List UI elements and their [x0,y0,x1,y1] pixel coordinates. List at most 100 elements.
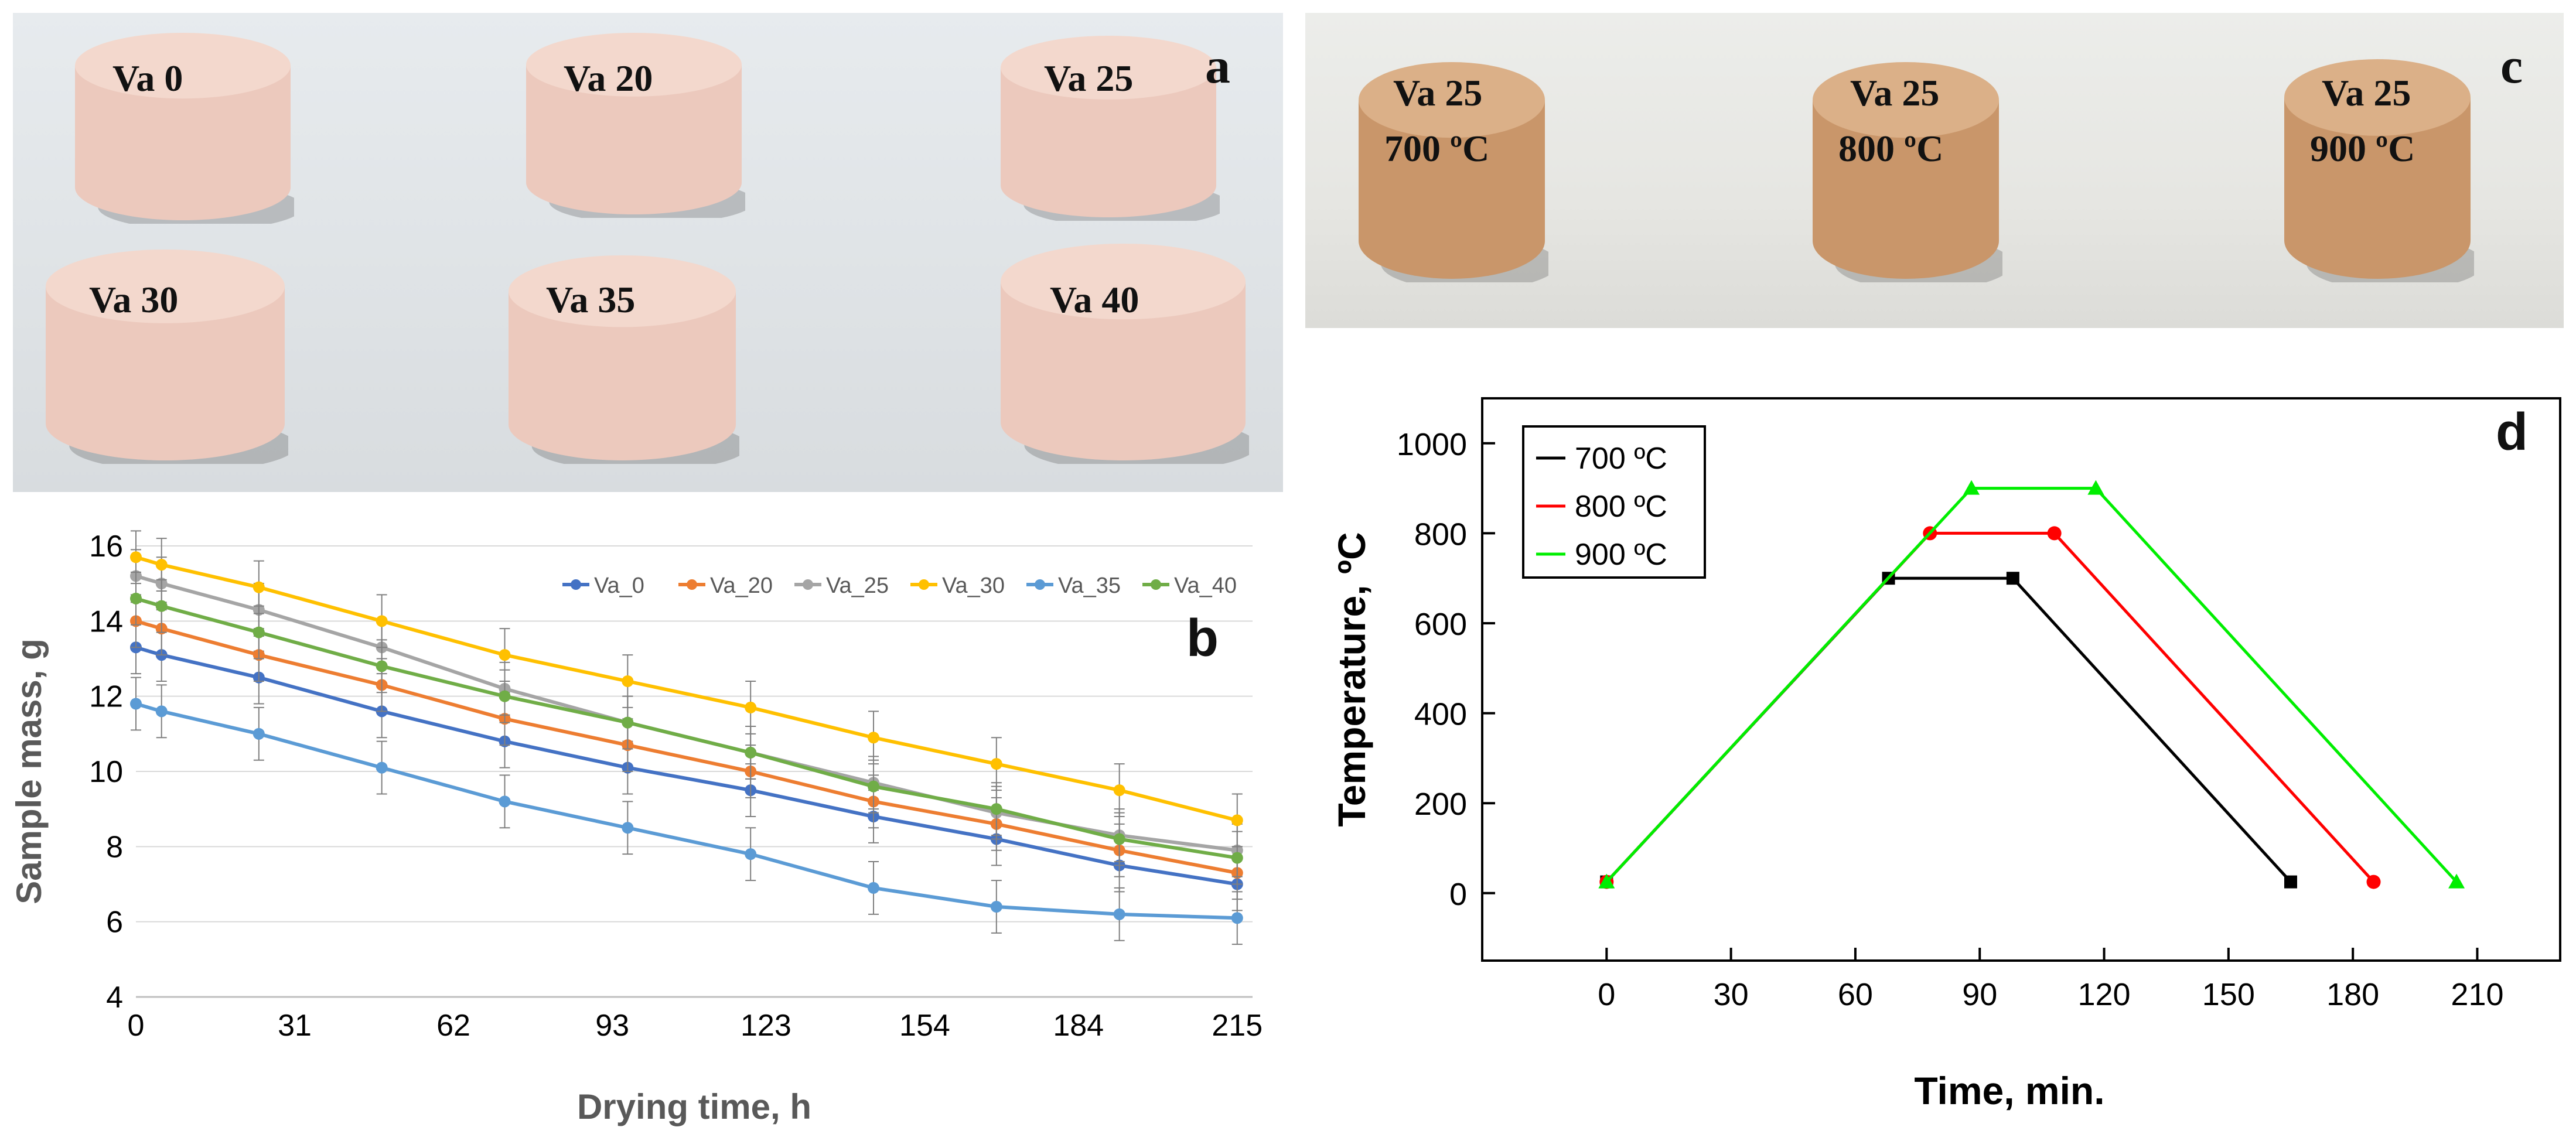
data-point [130,551,142,563]
pellet-shape [526,33,754,224]
pellet-top [75,33,291,99]
data-point [622,675,634,687]
data-point [622,716,634,729]
legend-label: Va_25 [826,573,889,598]
x-tick-label: 60 [1838,977,1873,1012]
series-va35 [130,677,1243,945]
legend-marker [803,579,813,590]
pellet-top [46,250,285,323]
label-900c-line2: 900 ºC [2310,128,2415,169]
panel-letter-b: b [1186,609,1219,668]
legend-label: Va_40 [1174,573,1237,598]
label-900c-line1: Va 25 [2322,72,2411,114]
y-tick-label: 0 [1449,877,1467,912]
data-point [2448,873,2465,889]
pellet-shape [2284,59,2484,291]
data-point [253,727,265,740]
data-point [376,660,388,672]
data-point [376,761,388,774]
x-tick-label: 90 [1962,977,1997,1012]
panel-letter-d: d [2496,403,2528,462]
y-tick-label: 4 [106,981,123,1015]
x-tick-label: 62 [436,1009,470,1043]
pellet-shape [1001,36,1229,227]
data-point [499,795,511,808]
x-tick-label: 154 [899,1009,950,1043]
data-point [253,581,265,593]
data-point [155,559,168,571]
pellet-photo-calcined: Va 25 700 ºC Va 25 800 ºC Va 25 900 ºC c [1305,13,2564,328]
x-tick-label: 210 [2451,977,2503,1012]
legend-marker [571,579,581,590]
data-point [745,701,757,713]
data-point [130,592,142,604]
x-tick-label: 31 [278,1009,312,1043]
x-axis-title: Drying time, h [577,1087,811,1126]
data-point [499,649,511,661]
x-axis-title: Time, min. [1914,1069,2104,1112]
data-point [499,690,511,702]
legend-marker [1035,579,1045,590]
plot-frame [1481,397,2561,962]
y-tick-label: 16 [89,530,123,563]
data-point [253,626,265,638]
y-tick-label: 6 [106,906,123,940]
data-point [1598,873,1615,889]
data-point [155,705,168,718]
y-axis-title: Temperature, ºC [1330,532,1373,826]
label-va35: Va 35 [546,279,636,320]
pellet-va40 [997,241,1257,472]
legend-label: 800 ºC [1575,490,1667,524]
data-point [990,803,1002,815]
y-tick-label: 10 [89,755,123,789]
label-800c-line2: 800 ºC [1838,128,1944,169]
x-tick-label: 120 [2077,977,2130,1012]
series-va40 [130,571,1243,885]
data-point [622,822,634,834]
pellet-va25 [997,33,1229,227]
data-point [1113,833,1125,845]
legend-marker [919,579,929,590]
pellet-top [1001,244,1246,320]
pellet-top [509,255,736,327]
data-point [2284,875,2297,889]
x-tick-label: 215 [1212,1009,1263,1043]
pellet-shape [509,255,748,472]
x-tick-label: 180 [2326,977,2379,1012]
pellet-side [1813,100,1999,279]
pellet-top [526,33,742,97]
label-va20: Va 20 [564,57,653,99]
pellet-800c [1809,60,2012,291]
pellet-top [1359,62,1545,138]
pellet-shape [75,33,303,230]
pellet-va0 [71,30,303,230]
data-point [990,901,1002,913]
pellet-side [2284,97,2471,279]
label-800c-line1: Va 25 [1850,72,1940,114]
series-line [1605,576,2292,883]
pellet-va35 [505,253,748,472]
pellet-side [1001,281,1246,460]
data-point [1231,814,1243,826]
legend-label: Va_35 [1058,573,1121,598]
y-tick-label: 600 [1414,607,1467,642]
pellet-top [1813,62,1999,138]
pellet-shape [1001,244,1257,472]
pellet-900c [2281,57,2484,291]
panel-letter-c: c [2500,37,2523,94]
x-tick-label: 0 [128,1009,145,1043]
pellet-top [1001,36,1216,100]
x-tick-label: 184 [1053,1009,1104,1043]
x-tick-label: 93 [595,1009,629,1043]
pellet-va30 [42,247,296,472]
data-point [868,780,880,793]
x-tick-label: 150 [2202,977,2255,1012]
pellet-shape [1813,62,2012,291]
data-point [745,746,757,759]
legend-label: 700 ºC [1575,442,1667,476]
data-point [2047,526,2062,541]
legend-marker [1151,579,1161,590]
legend-label: 900 ºC [1575,538,1667,572]
series-700c [1600,572,2297,889]
legend-marker [687,579,697,590]
